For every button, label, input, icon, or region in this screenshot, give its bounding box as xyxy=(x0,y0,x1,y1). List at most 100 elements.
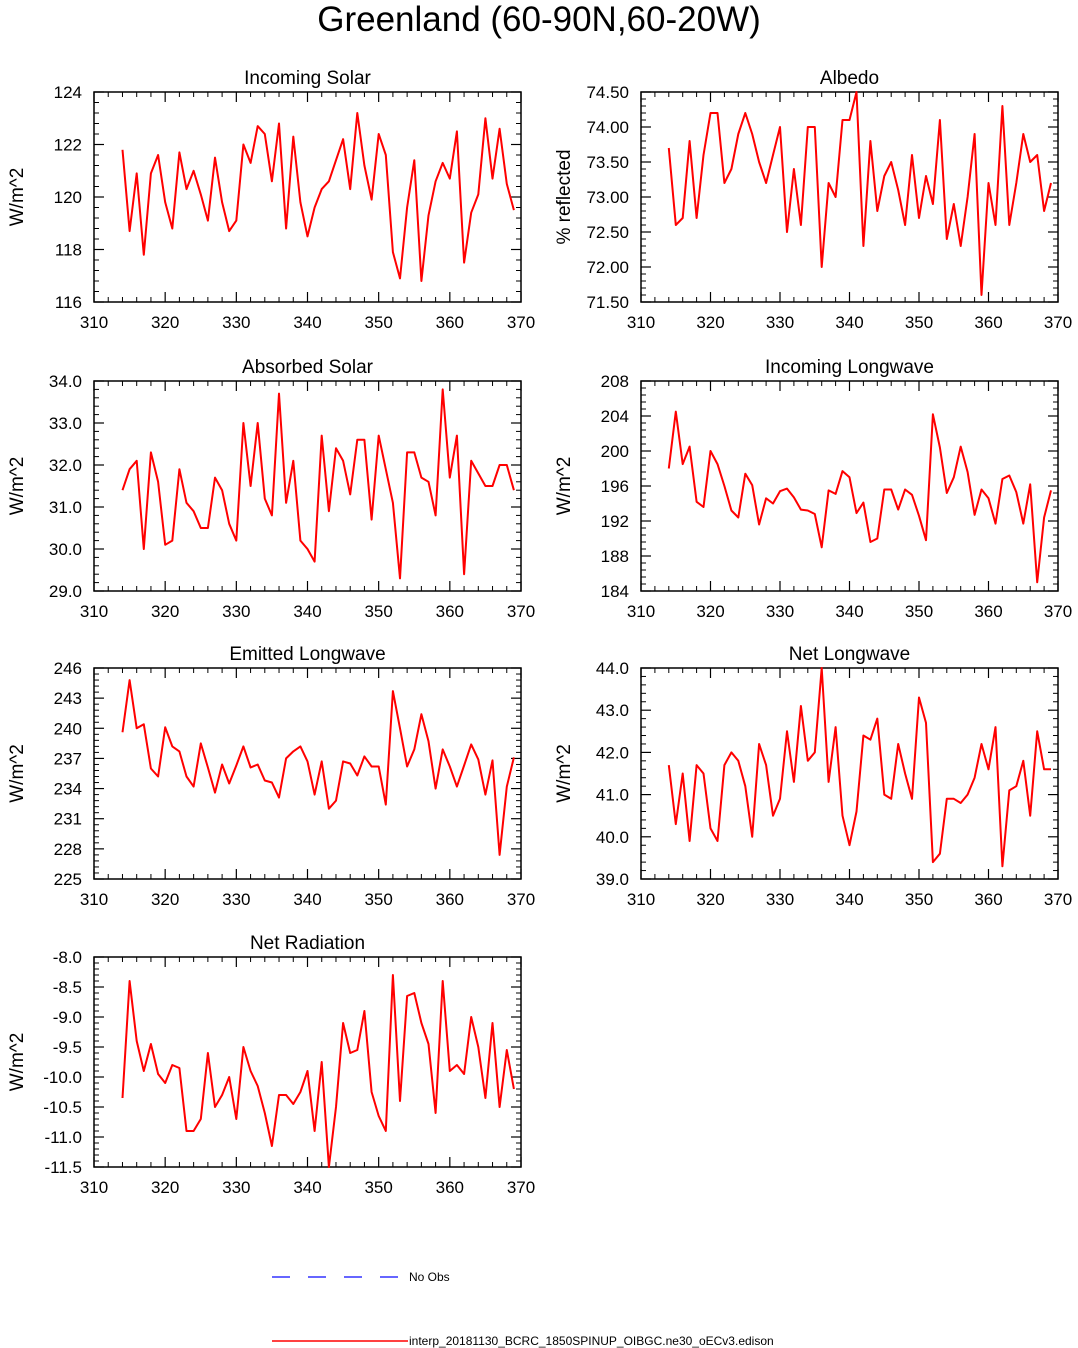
x-tick-label: 350 xyxy=(364,890,392,909)
y-tick-label: 40.0 xyxy=(596,828,629,847)
x-tick-label: 310 xyxy=(80,313,108,332)
y-tick-label: 124 xyxy=(54,83,82,102)
y-tick-label: 73.00 xyxy=(586,188,629,207)
x-tick-label: 330 xyxy=(766,890,794,909)
y-tick-label: 72.50 xyxy=(586,223,629,242)
y-tick-label: 240 xyxy=(54,719,82,738)
y-tick-label: 74.00 xyxy=(586,118,629,137)
y-tick-label: 192 xyxy=(601,512,629,531)
y-tick-label: 31.0 xyxy=(49,498,82,517)
x-tick-label: 330 xyxy=(766,313,794,332)
y-tick-label: 228 xyxy=(54,840,82,859)
x-tick-label: 340 xyxy=(835,313,863,332)
x-tick-label: 310 xyxy=(80,602,108,621)
x-tick-label: 310 xyxy=(80,890,108,909)
x-tick-label: 370 xyxy=(1044,890,1072,909)
y-tick-label: 29.0 xyxy=(49,582,82,601)
chart-title: Incoming Longwave xyxy=(765,357,934,378)
y-tick-label: 243 xyxy=(54,689,82,708)
chart-panel: Absorbed Solar W/m^2 310 320 330 340 350 360 370… xyxy=(7,357,535,621)
y-tick-label: 196 xyxy=(601,477,629,496)
y-tick-label: -11.5 xyxy=(45,1158,83,1177)
y-tick-label: 43.0 xyxy=(596,701,629,720)
chart-title: Emitted Longwave xyxy=(229,644,385,665)
y-tick-label: 237 xyxy=(54,749,82,768)
x-tick-label: 320 xyxy=(696,602,724,621)
y-tick-label: 72.00 xyxy=(586,258,629,277)
series-line-model xyxy=(667,667,1051,868)
x-tick-label: 370 xyxy=(507,602,535,621)
x-tick-label: 340 xyxy=(293,890,321,909)
chart-panel: Net Longwave W/m^2 310 320 330 340 350 360 370 39… xyxy=(554,644,1072,909)
x-tick-label: 310 xyxy=(627,313,655,332)
y-tick-label: 34.0 xyxy=(49,372,82,391)
x-tick-label: 370 xyxy=(507,1178,535,1197)
x-tick-label: 360 xyxy=(974,890,1002,909)
y-tick-label: 32.0 xyxy=(49,456,82,475)
x-tick-label: 320 xyxy=(151,313,179,332)
x-tick-label: 360 xyxy=(436,1178,464,1197)
series-line-model xyxy=(121,974,515,1168)
series-line-model xyxy=(667,410,1052,584)
y-axis-label: W/m^2 xyxy=(7,457,28,516)
x-tick-label: 360 xyxy=(974,602,1002,621)
y-axis-label: % reflected xyxy=(554,149,575,244)
y-tick-label: -10.5 xyxy=(43,1098,82,1117)
x-tick-label: 340 xyxy=(293,313,321,332)
x-tick-label: 330 xyxy=(222,313,250,332)
chart-panel: Net Radiation W/m^2 310 320 330 340 350 360 370 -… xyxy=(7,933,535,1197)
x-tick-label: 370 xyxy=(1044,313,1072,332)
y-tick-label: 200 xyxy=(601,442,629,461)
y-tick-label: -11.0 xyxy=(45,1128,83,1147)
x-tick-label: 350 xyxy=(905,313,933,332)
x-tick-label: 320 xyxy=(151,890,179,909)
x-tick-label: 340 xyxy=(835,890,863,909)
y-tick-label: 73.50 xyxy=(586,153,629,172)
x-tick-label: 320 xyxy=(696,313,724,332)
y-axis-label: W/m^2 xyxy=(7,744,28,803)
x-tick-label: 370 xyxy=(507,313,535,332)
chart-title: Incoming Solar xyxy=(244,68,371,89)
y-tick-label: 120 xyxy=(54,188,82,207)
x-tick-label: 350 xyxy=(364,313,392,332)
legend-model-label: interp_20181130_BCRC_1850SPINUP_OIBGC.ne… xyxy=(409,1334,774,1348)
y-axis-label: W/m^2 xyxy=(7,1033,28,1092)
y-tick-label: 30.0 xyxy=(49,540,82,559)
y-tick-label: -8.5 xyxy=(53,978,82,997)
x-tick-label: 320 xyxy=(151,602,179,621)
x-tick-label: 310 xyxy=(627,890,655,909)
chart-panel: Albedo % reflected 310 320 330 340 350 360 370 71… xyxy=(554,68,1072,332)
chart-title: Net Longwave xyxy=(789,644,910,665)
series-line-model xyxy=(667,91,1052,296)
x-tick-label: 350 xyxy=(905,890,933,909)
y-tick-label: 41.0 xyxy=(596,786,629,805)
x-tick-label: 360 xyxy=(974,313,1002,332)
x-tick-label: 330 xyxy=(766,602,794,621)
chart-title: Albedo xyxy=(820,68,879,89)
y-axis-label: W/m^2 xyxy=(7,168,28,227)
y-tick-label: 225 xyxy=(54,870,82,889)
x-tick-label: 350 xyxy=(905,602,933,621)
chart-title: Net Radiation xyxy=(250,933,365,954)
y-tick-label: 44.0 xyxy=(596,659,629,678)
y-tick-label: 42.0 xyxy=(596,743,629,762)
x-tick-label: 330 xyxy=(222,890,250,909)
y-tick-label: 234 xyxy=(54,780,82,799)
series-line-model xyxy=(121,679,515,856)
figure-title: Greenland (60-90N,60-20W) xyxy=(317,0,761,39)
y-tick-label: -9.5 xyxy=(53,1038,82,1057)
x-tick-label: 340 xyxy=(293,602,321,621)
x-tick-label: 310 xyxy=(627,602,655,621)
y-tick-label: 184 xyxy=(601,582,629,601)
y-tick-label: 204 xyxy=(601,407,629,426)
series-line-model xyxy=(121,112,515,282)
y-axis-label: W/m^2 xyxy=(554,744,575,803)
chart-panel: Incoming Solar W/m^2 310 320 330 340 350 360 370… xyxy=(7,68,535,332)
x-tick-label: 350 xyxy=(364,602,392,621)
y-tick-label: 74.50 xyxy=(586,83,629,102)
y-tick-label: 208 xyxy=(601,372,629,391)
series-line-model xyxy=(121,388,515,580)
x-tick-label: 350 xyxy=(364,1178,392,1197)
